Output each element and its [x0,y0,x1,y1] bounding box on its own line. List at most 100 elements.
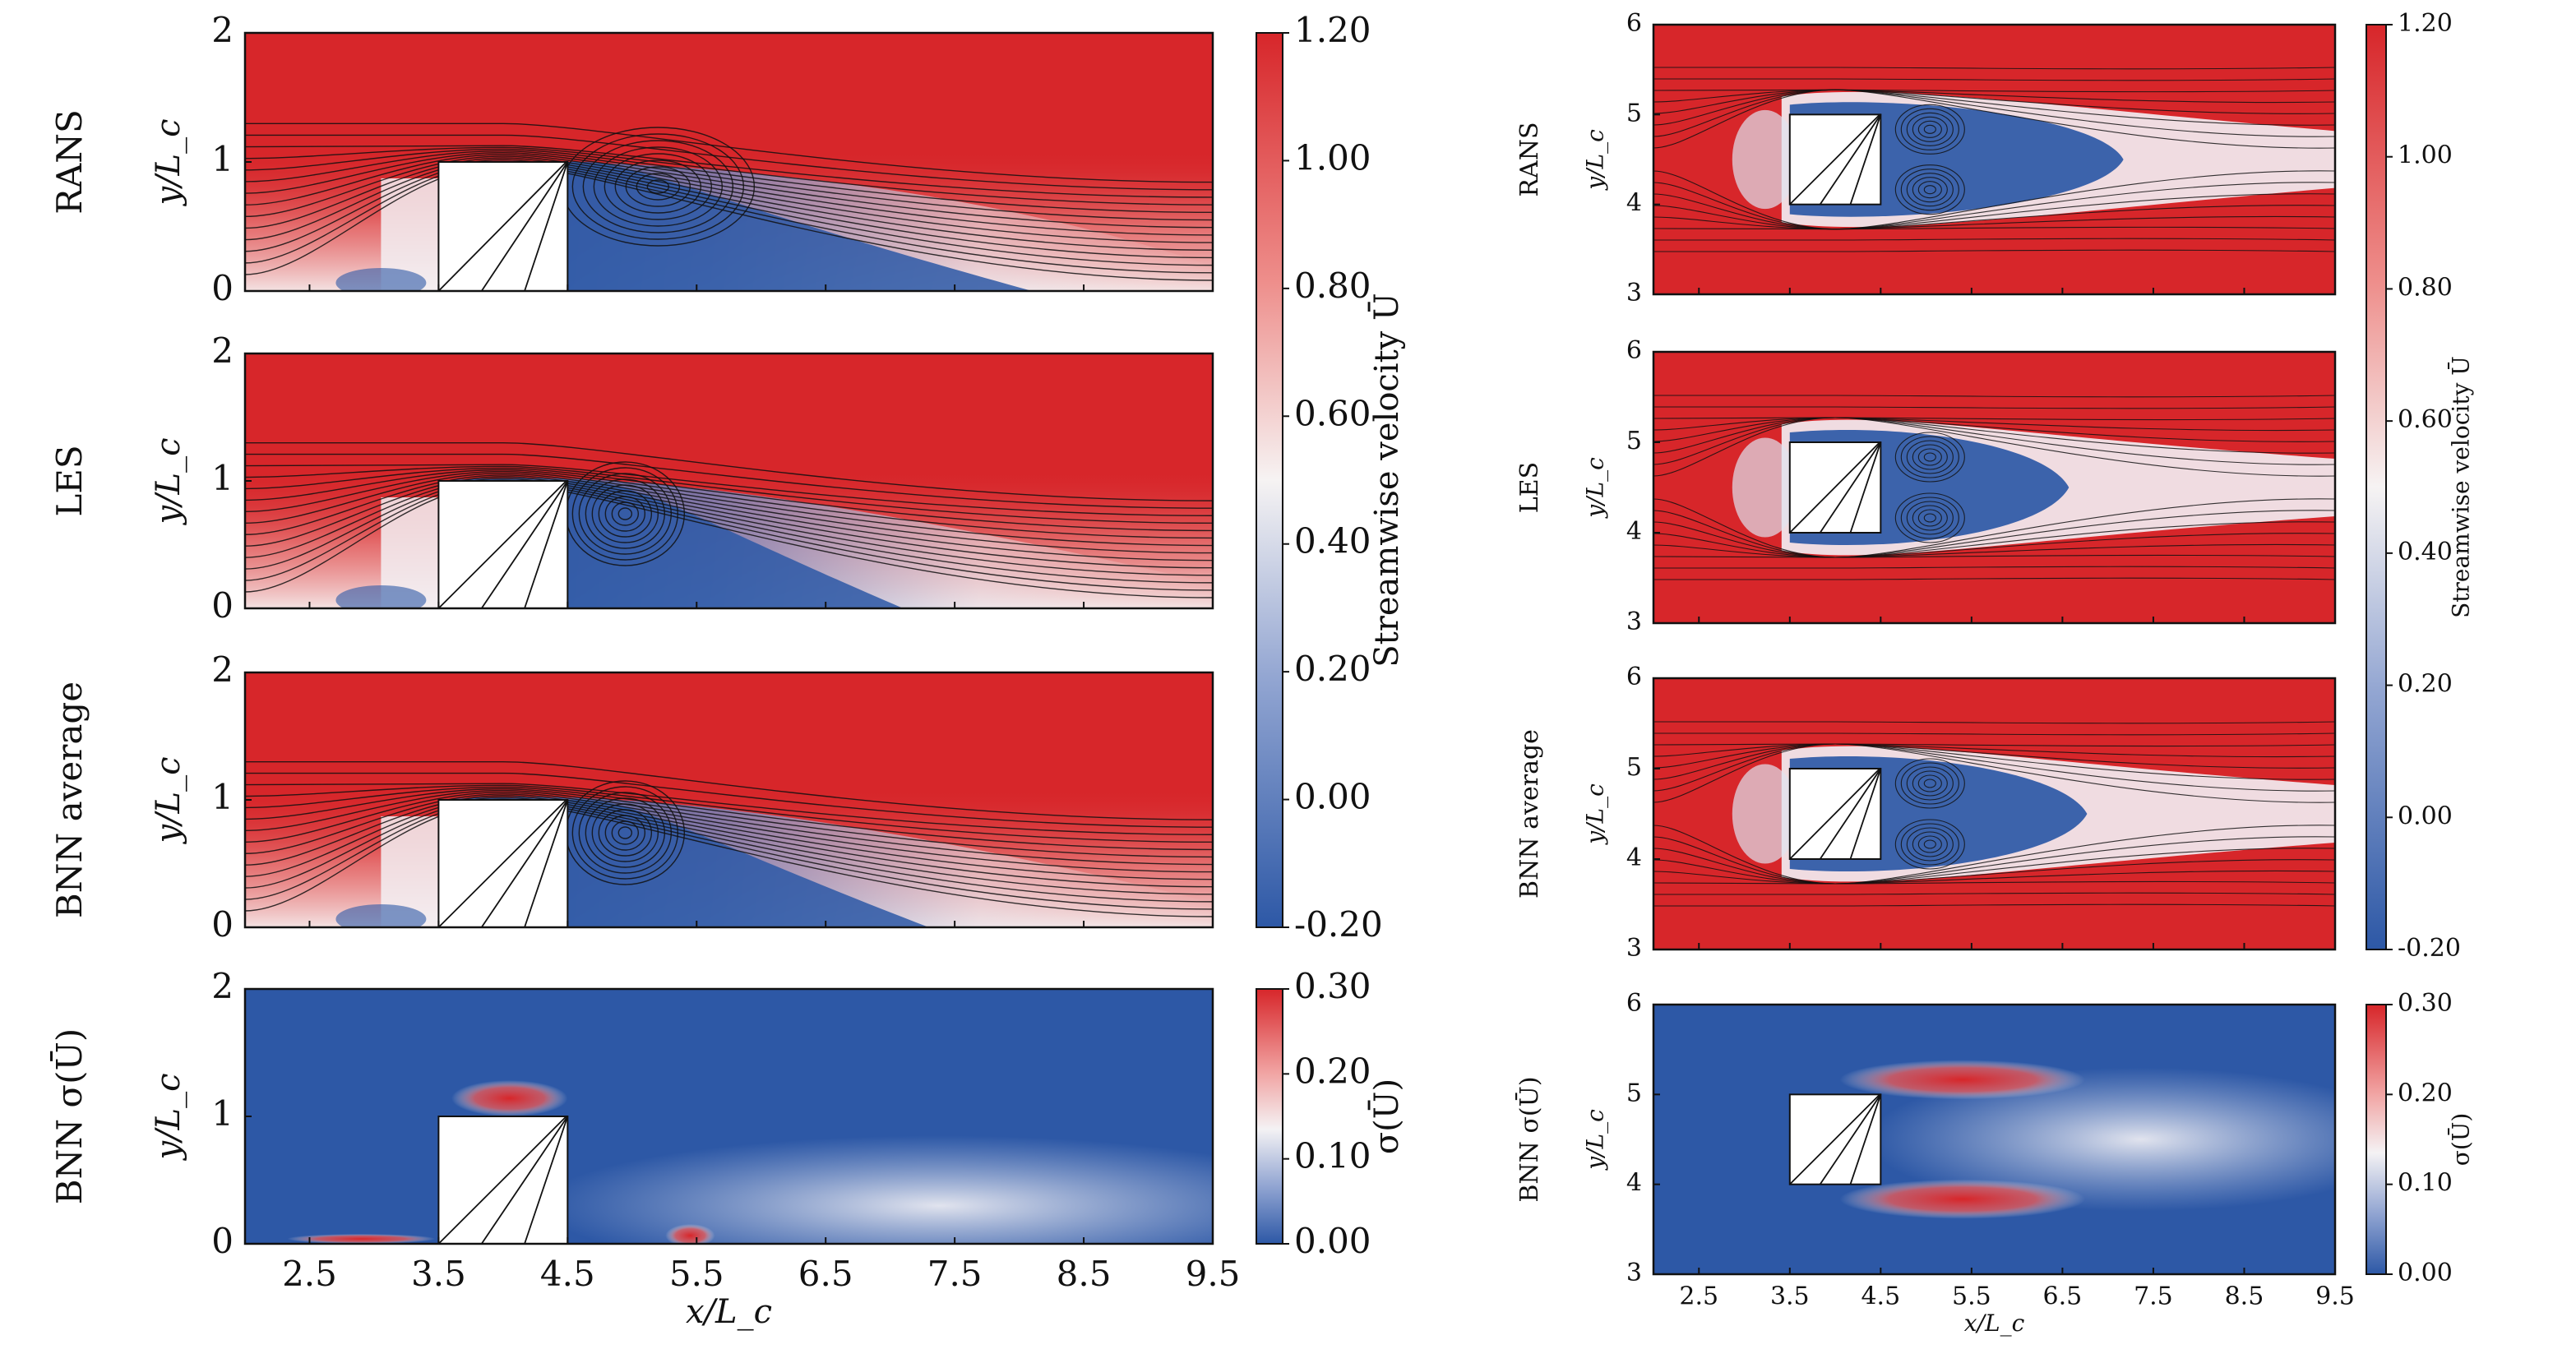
right-colorbar-velocity: 1.20 1.00 0.80 0.60 0.40 0.20 0.00 -0.20 Streamw… [2366,9,2475,963]
left-xtick: 7.5 [927,1254,983,1294]
right-xtick: 4.5 [1861,1282,1900,1311]
left-xtick: 4.5 [540,1254,595,1294]
right-rans-ytick: 6 [1626,9,1642,38]
left-bnn-ytick: 0 [211,904,234,945]
left-bnn-ylabel: y/L_c [150,756,187,844]
left-cb-vel-tick: 0.60 [1294,393,1371,433]
right-cb-vel-tick: 1.20 [2398,9,2453,38]
left-bnn-streamlines [245,760,1213,917]
left-row-label-std: BNN σ(Ū) [49,1028,90,1205]
right-row-label-les: LES [1515,462,1544,513]
left-rans-ylabel: y/L_c [150,118,187,206]
right-cb-std-label: σ(Ū) [2448,1113,2475,1167]
right-bnn-ytick: 6 [1626,663,1642,691]
left-std-ytick: 0 [211,1221,234,1261]
right-std-axes [1652,1003,2337,1276]
right-row-label-bnn: BNN average [1515,729,1544,899]
right-std-ytick: 3 [1626,1259,1642,1287]
right-bnn-ytick: 5 [1626,753,1642,782]
right-rans-ytick: 4 [1626,189,1642,218]
left-panel-rans: 0 1 2 RANS y/L_c [49,10,1214,308]
left-cb-vel-tick: 0.80 [1294,266,1371,306]
left-les-ytick: 1 [211,458,234,498]
right-panel-std: 3 4 5 6 2.5 3.5 4.5 5.5 6.5 7.5 8.5 9.5 BNN σ(Ū) y/L_… [1515,989,2355,1311]
left-cb-vel-tick: 1.00 [1294,137,1371,178]
left-les-ytick: 2 [211,330,234,371]
left-rans-ytick: 0 [211,268,234,308]
right-rans-ylabel: y/L_c [1582,129,1609,192]
left-cb-vel-tick: 0.40 [1294,521,1371,561]
right-les-ytick: 6 [1626,336,1642,365]
right-rans-ytick: 5 [1626,99,1642,127]
right-panel-rans: 3 4 5 6 RANS y/L_c [1515,9,2337,307]
left-cb-std-tick: 0.10 [1294,1136,1371,1176]
left-std-ylabel: y/L_c [150,1073,187,1161]
right-cb-std-tick: 0.20 [2398,1079,2453,1107]
right-bnn-ylabel: y/L_c [1582,783,1609,846]
left-xlabel: x/L_c [686,1293,772,1331]
left-cb-std-label: σ(Ū) [1368,1079,1406,1154]
right-std-ytick: 5 [1626,1079,1642,1107]
left-rans-ytick: 2 [211,10,234,50]
right-xtick: 2.5 [1679,1282,1718,1311]
left-cb-vel-tick: 1.20 [1294,10,1371,50]
right-std-ylabel: y/L_c [1582,1109,1609,1171]
right-rans-ytick: 3 [1626,279,1642,307]
right-rans-streamlines [1653,67,2335,252]
right-cb-vel-tick: 0.00 [2398,802,2453,830]
right-cb-vel-tick: 0.60 [2398,405,2453,434]
left-colorbar-std: 0.30 0.20 0.10 0.00 σ(Ū) [1256,966,1406,1261]
right-std-field [1653,1005,2335,1274]
right-panel-les: 3 4 5 6 LES y/L_c [1515,336,2337,636]
right-cb-vel-label: Streamwise velocity Ū [2448,356,2475,618]
right-les-ytick: 4 [1626,517,1642,546]
right-cb-vel-tick: 0.20 [2398,670,2453,699]
left-cb-vel-tick: 0.20 [1294,649,1371,689]
right-row-label-std: BNN σ(Ū) [1515,1076,1544,1202]
left-row-label-les: LES [49,445,90,516]
right-bnn-streamlines [1653,721,2335,907]
left-colorbar-velocity: 1.20 1.00 0.80 0.60 0.40 0.20 0.00 -0.20 Streamw… [1256,10,1406,945]
right-cb-vel-tick: 1.00 [2398,141,2453,170]
right-cb-std-tick: 0.10 [2398,1169,2453,1198]
right-bnn-axes [1652,677,2337,951]
left-cb-vel-tick: -0.20 [1294,904,1383,945]
right-panel-bnn: 3 4 5 6 BNN average y/L_c [1515,663,2337,963]
right-cb-vel-tick: 0.40 [2398,538,2453,566]
right-xtick: 7.5 [2134,1282,2173,1311]
left-row-label-rans: RANS [49,109,90,214]
right-les-ylabel: y/L_c [1582,457,1609,520]
left-les-ylabel: y/L_c [150,437,187,525]
right-cb-vel-tick: -0.20 [2398,934,2461,963]
left-xtick: 6.5 [798,1254,853,1294]
left-std-field [245,989,1213,1244]
right-rans-field [1653,25,2335,294]
right-cb-std-tick: 0.00 [2398,1259,2453,1287]
left-panel-bnn: 0 1 2 BNN average y/L_c [49,649,1214,945]
right-xtick: 3.5 [1770,1282,1810,1311]
left-panel-les: 0 1 2 LES y/L_c [49,330,1214,626]
left-les-ytick: 0 [211,585,234,626]
left-rans-field [245,33,1213,291]
plot-canvas: 0 1 2 RANS y/L_c 0 1 2 LES y/L_c 0 1 2 BNN average y/L… [49,9,2475,1337]
right-row-label-rans: RANS [1515,122,1544,196]
left-cb-vel-label: Streamwise velocity Ū [1368,293,1406,667]
right-bnn-field [1653,678,2335,949]
left-panel-std: 0 1 2 2.5 3.5 4.5 5.5 6.5 7.5 8.5 9.5 BNN σ(Ū) y/L_c [49,966,1240,1294]
left-bnn-ytick: 1 [211,777,234,817]
left-bnn-ytick: 2 [211,649,234,690]
left-cb-vel-tick: 0.00 [1294,777,1371,817]
left-cb-std-tick: 0.00 [1294,1221,1371,1261]
left-cb-std-tick: 0.30 [1294,966,1371,1006]
left-row-label-bnn: BNN average [49,682,90,918]
right-les-ytick: 3 [1626,608,1642,636]
right-les-axes [1652,350,2337,625]
left-les-field [245,353,1213,608]
right-les-ytick: 5 [1626,427,1642,455]
right-xtick: 5.5 [1952,1282,1991,1311]
left-rans-ytick: 1 [211,139,234,179]
right-cb-std-tick: 0.30 [2398,989,2453,1018]
left-cb-std-tick: 0.20 [1294,1051,1371,1091]
left-std-ytick: 1 [211,1093,234,1134]
